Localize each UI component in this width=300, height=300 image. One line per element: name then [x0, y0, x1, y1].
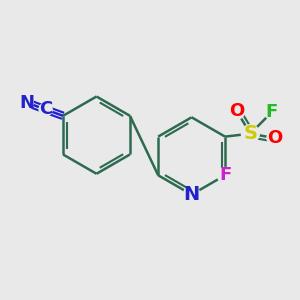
Text: C: C [39, 100, 52, 118]
Text: S: S [243, 124, 257, 143]
Text: F: F [266, 103, 278, 121]
Text: O: O [229, 102, 244, 120]
Circle shape [265, 105, 279, 119]
Text: N: N [19, 94, 34, 112]
Text: O: O [267, 129, 282, 147]
Circle shape [242, 125, 259, 142]
Text: N: N [184, 185, 200, 204]
Circle shape [217, 167, 233, 183]
Circle shape [229, 103, 245, 119]
Circle shape [267, 130, 282, 146]
Text: F: F [219, 166, 231, 184]
Circle shape [183, 186, 200, 203]
Circle shape [20, 96, 33, 109]
Circle shape [39, 103, 52, 116]
